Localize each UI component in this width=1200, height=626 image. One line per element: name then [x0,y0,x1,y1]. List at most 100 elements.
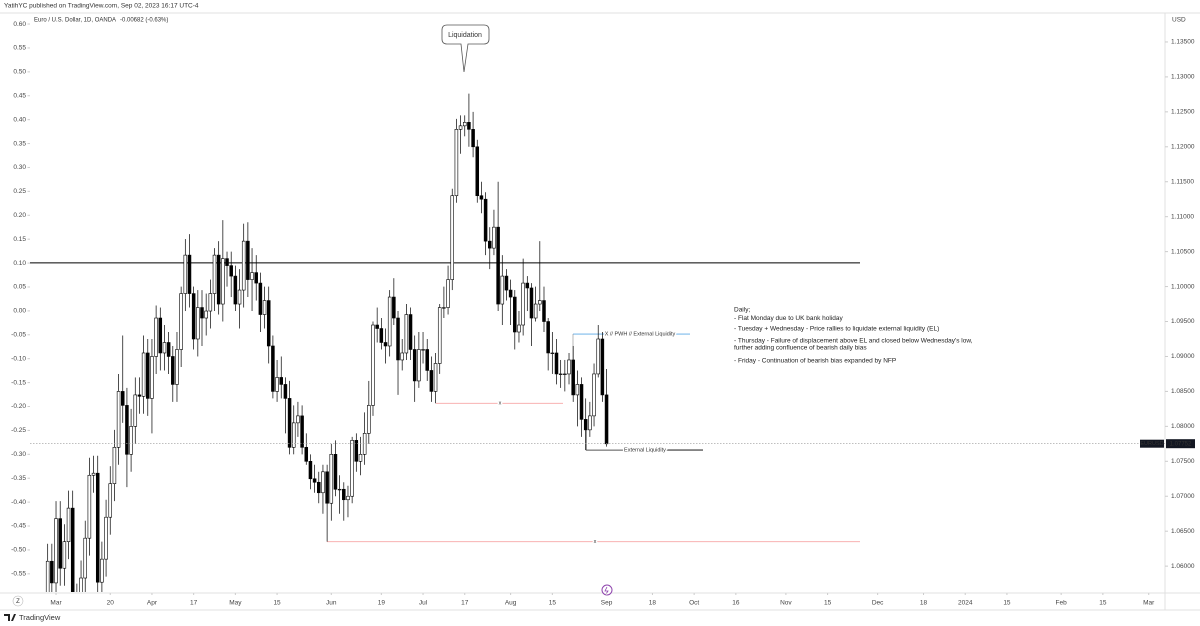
candle-body [171,356,175,385]
candle-body [367,405,371,434]
y2-tick-label: 0.00 [13,308,26,315]
candle-body [467,122,471,130]
candle-body [546,321,550,354]
candle-body [471,129,475,148]
candle-body [70,507,75,592]
candle-body [333,454,338,490]
y2-tick-label: -0.20 [11,403,26,410]
y-tick-label: 1.10500 [1171,248,1195,255]
level-label: X // PWH // External Liquidity [605,332,676,338]
y2-tick-label: -0.45 [11,523,26,530]
candle-body [137,394,142,397]
candle-body [166,342,171,357]
candle-body [125,405,129,455]
y-tick-label: 1.06000 [1171,563,1195,570]
x-tick-label: Mar [50,600,62,607]
y2-tick-label: 0.20 [13,212,26,219]
candle-body [141,352,146,397]
y-tick-label: 1.07500 [1171,458,1195,465]
candle-body [112,447,117,484]
level-label: x [594,539,597,545]
x-tick-label: 15 [824,600,832,607]
candle-body [379,328,384,343]
candle-body [371,324,375,406]
x-tick-label: 18 [649,600,657,607]
candle-body [54,518,58,584]
candle-body [104,516,108,560]
x-tick-label: 2024 [958,600,973,607]
note-line: - Friday - Continuation of bearish bias … [734,358,896,365]
y2-tick-label: 0.55 [13,45,26,52]
candle-body [183,254,188,294]
candle-body [492,226,496,249]
y2-tick-label: -0.05 [11,332,26,339]
x-tick-label: May [229,600,242,607]
candle-body [462,122,467,127]
candle-body [296,415,300,424]
candle-body [437,307,442,364]
candle-body [300,415,304,448]
candle-body [571,359,575,396]
y2-tick-label: 0.10 [13,260,26,267]
candle-body [279,377,283,385]
x-tick-label: Nov [780,600,792,607]
candle-body [567,359,571,375]
candle-body [588,415,592,431]
y-tick-label: 1.07000 [1171,493,1195,500]
candle-body [304,447,309,462]
x-tick-label: 15 [549,600,557,607]
y2-tick-label: 0.05 [13,284,26,291]
x-tick-label: Aug [505,600,517,607]
x-tick-label: Dec [872,600,884,607]
y2-tick-label: 0.50 [13,69,26,76]
candle-body [221,258,225,305]
candle-body [329,454,334,504]
scale-mode[interactable]: Z [12,595,24,607]
y2-tick-label: -0.25 [11,427,26,434]
candle-body [375,324,379,329]
candle-body [433,363,438,392]
candle-body [158,317,163,354]
candle-body [146,352,150,399]
candle-body [412,349,417,382]
publisher-line: YatihYC published on TradingView.com, Se… [4,3,199,10]
candle-body [579,384,584,420]
note-line: - Flat Monday due to UK bank holiday [734,315,844,322]
candle-body [179,293,183,350]
y2-tick-label: -0.10 [11,355,26,362]
scale-mode-button[interactable] [12,595,24,607]
y2-tick-label: 0.40 [13,116,26,123]
y2-tick-label: -0.40 [11,499,26,506]
scale-mode-text[interactable]: Z [16,599,20,605]
candle-body [250,272,254,280]
candle-body [175,349,179,385]
candle-body [550,352,555,354]
x-tick-label: Jun [326,600,337,607]
candle-body [425,349,429,371]
y-tick-label: 1.09000 [1171,353,1195,360]
y-tick-label: 1.06500 [1171,528,1195,535]
candle-body [400,352,404,361]
y-tick-label: 1.08500 [1171,388,1195,395]
candle-body [129,426,133,455]
candle-body [600,338,605,396]
candle-body [262,300,267,315]
y-tick-label: 1.13000 [1171,74,1195,81]
candle-body [575,384,580,396]
y2-tick-label: 0.30 [13,164,26,171]
last-price-label: 1.07752 [1170,441,1192,447]
candle-body [95,472,100,583]
y2-tick-label: 0.60 [13,21,26,28]
candle-body [521,282,525,326]
candle-body [504,275,509,291]
candle-body [429,370,434,392]
candle-body [116,391,121,448]
candle-body [246,240,250,280]
x-tick-label: Feb [1056,600,1068,607]
x-tick-label: 20 [107,600,115,607]
candle-body [458,125,463,130]
candle-body [442,307,446,309]
candle-body [216,254,221,305]
